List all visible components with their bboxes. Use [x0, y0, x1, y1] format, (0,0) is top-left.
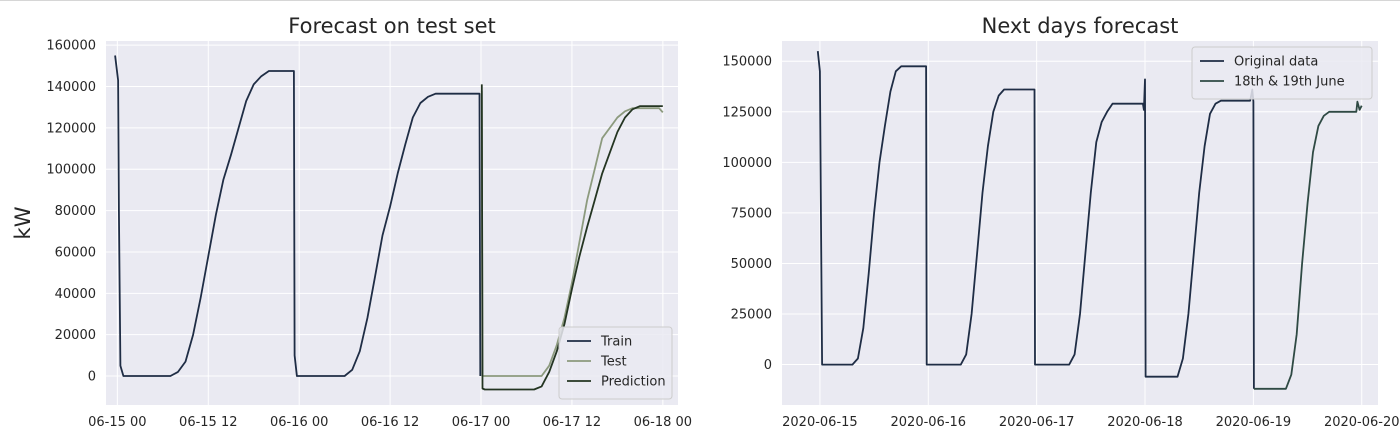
x-tick-label: 2020-06-20	[1324, 415, 1400, 430]
y-tick-label: 140000	[46, 80, 96, 95]
legend-label: 18th & 19th June	[1234, 75, 1345, 90]
y-tick-label: 150000	[722, 55, 772, 70]
plot-area	[782, 41, 1378, 405]
legend: Train Test Prediction	[558, 326, 673, 400]
y-tick-label: 40000	[55, 287, 96, 302]
y-tick-label: 80000	[55, 204, 96, 219]
y-tick-label: 160000	[46, 39, 96, 54]
legend-box	[1191, 46, 1373, 100]
y-tick-label: 100000	[722, 156, 772, 171]
top-divider	[0, 0, 1400, 1]
chart-panel-1: 0 20000 40000 60000 80000 100000 120000 140000 1…	[11, 14, 692, 430]
series-line-18th-19th-june	[1253, 100, 1363, 390]
legend-label: Prediction	[601, 375, 666, 390]
y-tick-label: 25000	[731, 308, 772, 323]
y-tick-label: 0	[764, 358, 772, 373]
y-tick-label: 100000	[46, 163, 96, 178]
series-line-original-data	[816, 51, 1255, 389]
x-tick-label: 06-15 12	[179, 415, 237, 430]
y-tick-label: 50000	[731, 257, 772, 272]
legend-label: Test	[600, 355, 627, 370]
x-tick-label: 2020-06-18	[1107, 415, 1183, 430]
legend: Original data 18th & 19th June	[1191, 46, 1373, 100]
y-tick-label: 75000	[731, 206, 772, 221]
x-tick-label: 06-17 00	[452, 415, 510, 430]
x-tick-label: 06-17 12	[543, 415, 601, 430]
y-tick-label: 20000	[55, 328, 96, 343]
chart-panel-2: 0 25000 50000 75000 100000 125000 150000 2020-0…	[722, 14, 1399, 430]
x-tick-label: 06-15 00	[88, 415, 146, 430]
y-tick-label: 120000	[46, 121, 96, 136]
y-axis-label: kW	[11, 206, 35, 239]
y-tick-label: 125000	[722, 105, 772, 120]
chart-title: Next days forecast	[982, 14, 1179, 38]
y-tick-label: 60000	[55, 245, 96, 260]
series-line-test	[480, 90, 664, 377]
y-tick-label: 0	[88, 370, 96, 385]
x-tick-label: 06-16 12	[361, 415, 419, 430]
x-tick-label: 2020-06-15	[782, 415, 858, 430]
x-tick-label: 2020-06-16	[891, 415, 967, 430]
legend-label: Original data	[1234, 55, 1318, 70]
x-tick-label: 2020-06-19	[1216, 415, 1292, 430]
x-tick-label: 06-18 00	[634, 415, 692, 430]
series-line-train	[114, 55, 482, 377]
x-tick-label: 2020-06-17	[999, 415, 1075, 430]
legend-label: Train	[600, 335, 632, 350]
series-line-prediction	[480, 84, 663, 391]
chart-title: Forecast on test set	[288, 14, 495, 38]
x-tick-label: 06-16 00	[270, 415, 328, 430]
